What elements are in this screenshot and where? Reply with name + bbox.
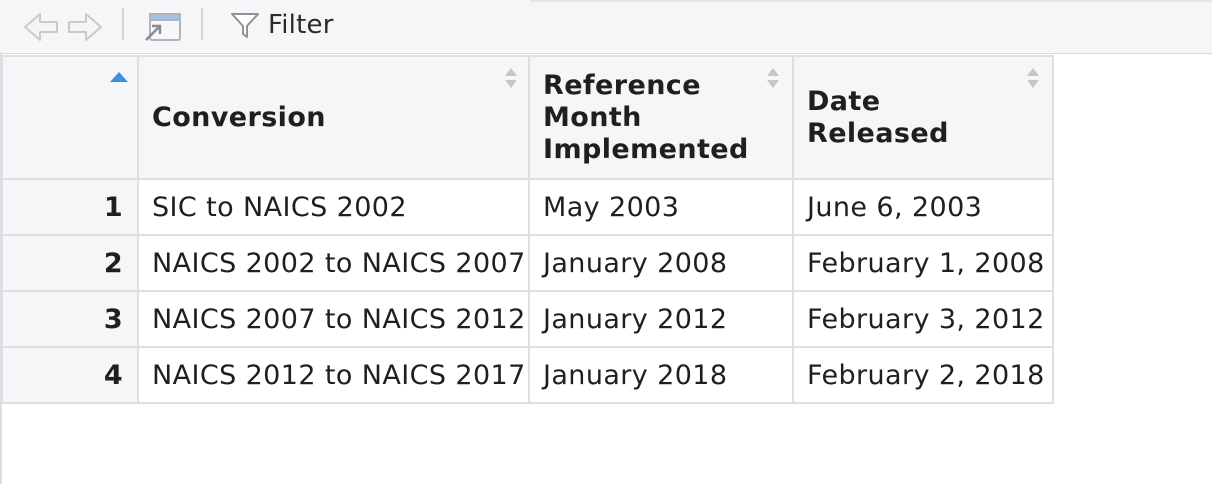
conversion-value: NAICS 2012 to NAICS 2017	[152, 359, 526, 391]
reference-month-cell: January 2008	[528, 234, 794, 292]
conversion-cell: NAICS 2002 to NAICS 2007	[137, 234, 530, 292]
sort-icon	[767, 68, 779, 88]
row-index-cell: 1	[1, 178, 139, 236]
table-row: 1 SIC to NAICS 2002 May 2003 June 6, 200…	[1, 178, 1054, 236]
column-header-index[interactable]	[1, 55, 139, 180]
toolbar-top-line	[530, 0, 1212, 2]
conversion-cell: NAICS 2007 to NAICS 2012	[137, 290, 530, 348]
forward-button[interactable]	[66, 10, 104, 44]
sort-icon	[505, 68, 517, 88]
date-released-value: February 3, 2012	[807, 303, 1045, 335]
reference-month-cell: May 2003	[528, 178, 794, 236]
conversion-value: NAICS 2007 to NAICS 2012	[152, 303, 526, 335]
toolbar-separator	[201, 8, 203, 40]
date-released-cell: February 2, 2018	[792, 346, 1054, 404]
back-arrow-icon	[24, 13, 58, 41]
forward-arrow-icon	[68, 13, 102, 41]
popout-button[interactable]	[142, 10, 182, 44]
date-released-value: February 2, 2018	[807, 359, 1045, 391]
data-viewer-toolbar: Filter	[0, 0, 1212, 54]
row-index-cell: 2	[1, 234, 139, 292]
column-header-label: Conversion	[152, 101, 326, 133]
popout-window-icon	[145, 13, 181, 41]
header-row: Conversion Reference Month Implemented D…	[1, 55, 1054, 180]
viewer-left-border	[0, 54, 2, 484]
row-index: 3	[103, 303, 123, 335]
filter-button[interactable]: Filter	[230, 8, 334, 42]
reference-month-value: January 2018	[543, 359, 728, 391]
conversion-cell: SIC to NAICS 2002	[137, 178, 530, 236]
date-released-value: June 6, 2003	[807, 191, 983, 223]
funnel-icon	[231, 13, 259, 38]
date-released-cell: June 6, 2003	[792, 178, 1054, 236]
table-row: 4 NAICS 2012 to NAICS 2017 January 2018 …	[1, 346, 1054, 404]
data-table: Conversion Reference Month Implemented D…	[1, 55, 1054, 404]
sort-ascending-icon	[110, 72, 128, 82]
table-row: 2 NAICS 2002 to NAICS 2007 January 2008 …	[1, 234, 1054, 292]
reference-month-value: January 2008	[543, 247, 728, 279]
table-row: 3 NAICS 2007 to NAICS 2012 January 2012 …	[1, 290, 1054, 348]
reference-month-value: May 2003	[543, 191, 680, 223]
date-released-cell: February 3, 2012	[792, 290, 1054, 348]
conversion-cell: NAICS 2012 to NAICS 2017	[137, 346, 530, 404]
date-released-cell: February 1, 2008	[792, 234, 1054, 292]
column-header-conversion[interactable]: Conversion	[137, 55, 530, 180]
back-button[interactable]	[22, 10, 60, 44]
conversion-value: SIC to NAICS 2002	[152, 191, 407, 223]
row-index: 4	[103, 359, 123, 391]
reference-month-value: January 2012	[543, 303, 728, 335]
column-header-date-released[interactable]: Date Released	[792, 55, 1054, 180]
sort-icon	[1027, 68, 1039, 88]
reference-month-cell: January 2018	[528, 346, 794, 404]
row-index: 2	[103, 247, 123, 279]
row-index-cell: 3	[1, 290, 139, 348]
column-header-label: Date Released	[807, 85, 949, 149]
row-index-cell: 4	[1, 346, 139, 404]
filter-label: Filter	[268, 10, 334, 40]
reference-month-cell: January 2012	[528, 290, 794, 348]
toolbar-separator	[122, 8, 124, 40]
column-header-label: Reference Month Implemented	[543, 69, 749, 165]
date-released-value: February 1, 2008	[807, 247, 1045, 279]
row-index: 1	[103, 191, 123, 223]
conversion-value: NAICS 2002 to NAICS 2007	[152, 247, 526, 279]
column-header-reference-month[interactable]: Reference Month Implemented	[528, 55, 794, 180]
